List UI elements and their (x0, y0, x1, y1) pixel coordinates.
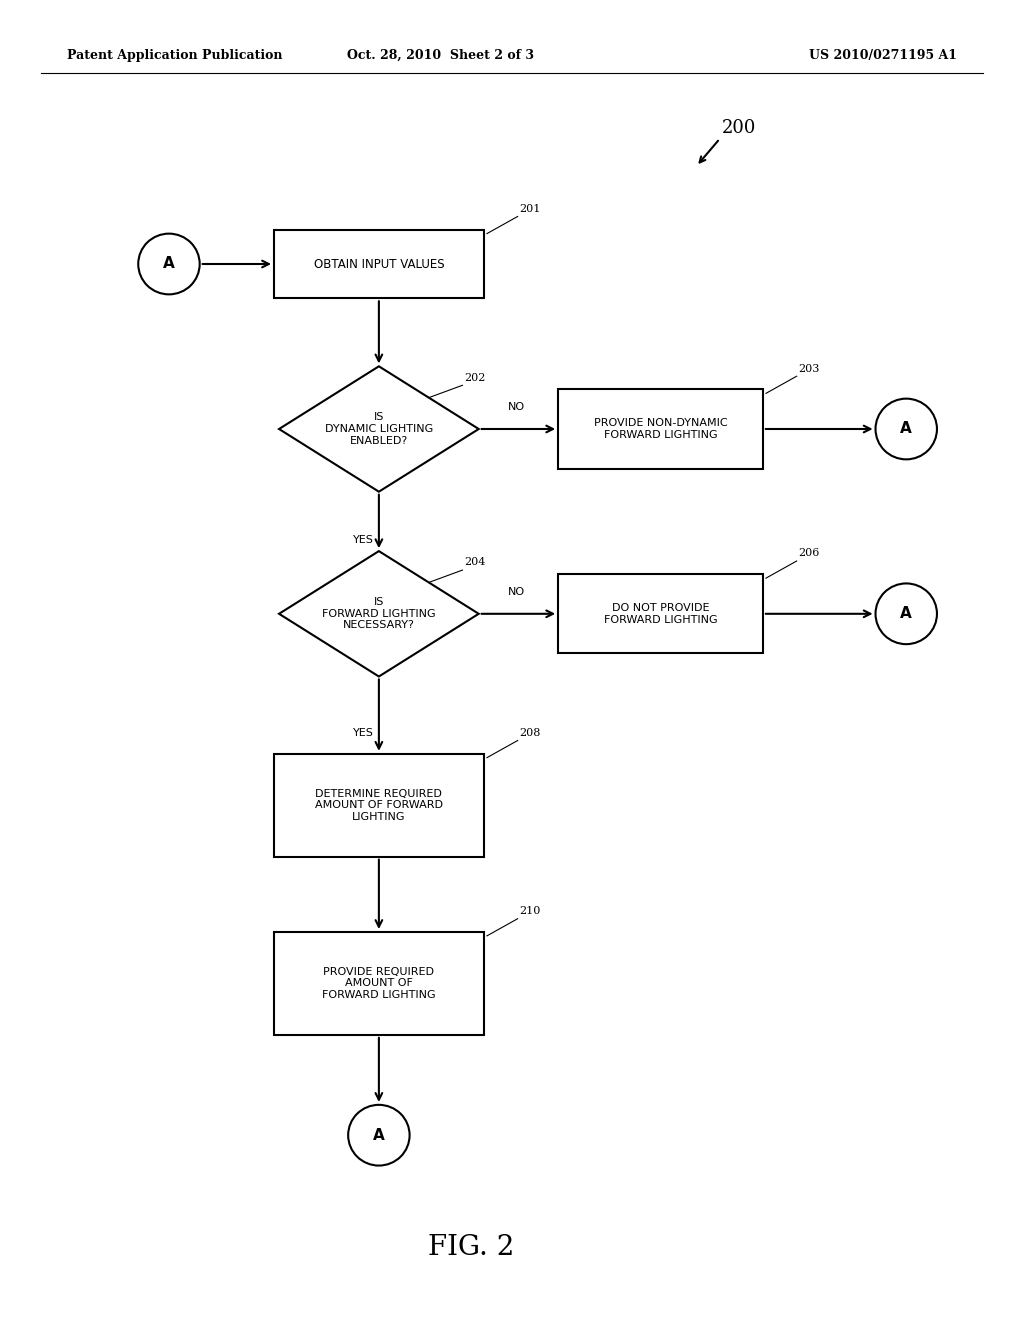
Text: IS
DYNAMIC LIGHTING
ENABLED?: IS DYNAMIC LIGHTING ENABLED? (325, 412, 433, 446)
Bar (274, 754, 484, 857)
Polygon shape (279, 366, 479, 491)
Text: 203: 203 (799, 363, 820, 374)
Ellipse shape (876, 583, 937, 644)
Text: A: A (900, 421, 912, 437)
Text: 204: 204 (465, 557, 485, 568)
Text: US 2010/0271195 A1: US 2010/0271195 A1 (809, 49, 957, 62)
Bar (558, 574, 763, 653)
Text: Oct. 28, 2010  Sheet 2 of 3: Oct. 28, 2010 Sheet 2 of 3 (347, 49, 534, 62)
Text: 202: 202 (465, 372, 485, 383)
Text: PROVIDE REQUIRED
AMOUNT OF
FORWARD LIGHTING: PROVIDE REQUIRED AMOUNT OF FORWARD LIGHT… (323, 966, 435, 1001)
Text: A: A (900, 606, 912, 622)
Text: IS
FORWARD LIGHTING
NECESSARY?: IS FORWARD LIGHTING NECESSARY? (323, 597, 435, 631)
Text: NO: NO (508, 586, 525, 597)
Text: Patent Application Publication: Patent Application Publication (67, 49, 282, 62)
Text: YES: YES (353, 535, 374, 545)
Text: OBTAIN INPUT VALUES: OBTAIN INPUT VALUES (313, 257, 444, 271)
Text: NO: NO (508, 401, 525, 412)
Polygon shape (279, 552, 479, 676)
Ellipse shape (348, 1105, 410, 1166)
Text: FIG. 2: FIG. 2 (428, 1234, 514, 1261)
Text: DETERMINE REQUIRED
AMOUNT OF FORWARD
LIGHTING: DETERMINE REQUIRED AMOUNT OF FORWARD LIG… (315, 788, 442, 822)
Text: 201: 201 (519, 203, 541, 214)
Bar (274, 932, 484, 1035)
Bar (274, 230, 484, 298)
Ellipse shape (138, 234, 200, 294)
Bar (558, 389, 763, 469)
Text: PROVIDE NON-DYNAMIC
FORWARD LIGHTING: PROVIDE NON-DYNAMIC FORWARD LIGHTING (594, 418, 727, 440)
Text: 208: 208 (519, 727, 541, 738)
Text: 200: 200 (722, 119, 757, 137)
Text: 210: 210 (519, 906, 541, 916)
Text: A: A (373, 1127, 385, 1143)
Text: DO NOT PROVIDE
FORWARD LIGHTING: DO NOT PROVIDE FORWARD LIGHTING (604, 603, 717, 624)
Text: 206: 206 (799, 548, 820, 558)
Text: YES: YES (353, 729, 374, 738)
Ellipse shape (876, 399, 937, 459)
Text: A: A (163, 256, 175, 272)
